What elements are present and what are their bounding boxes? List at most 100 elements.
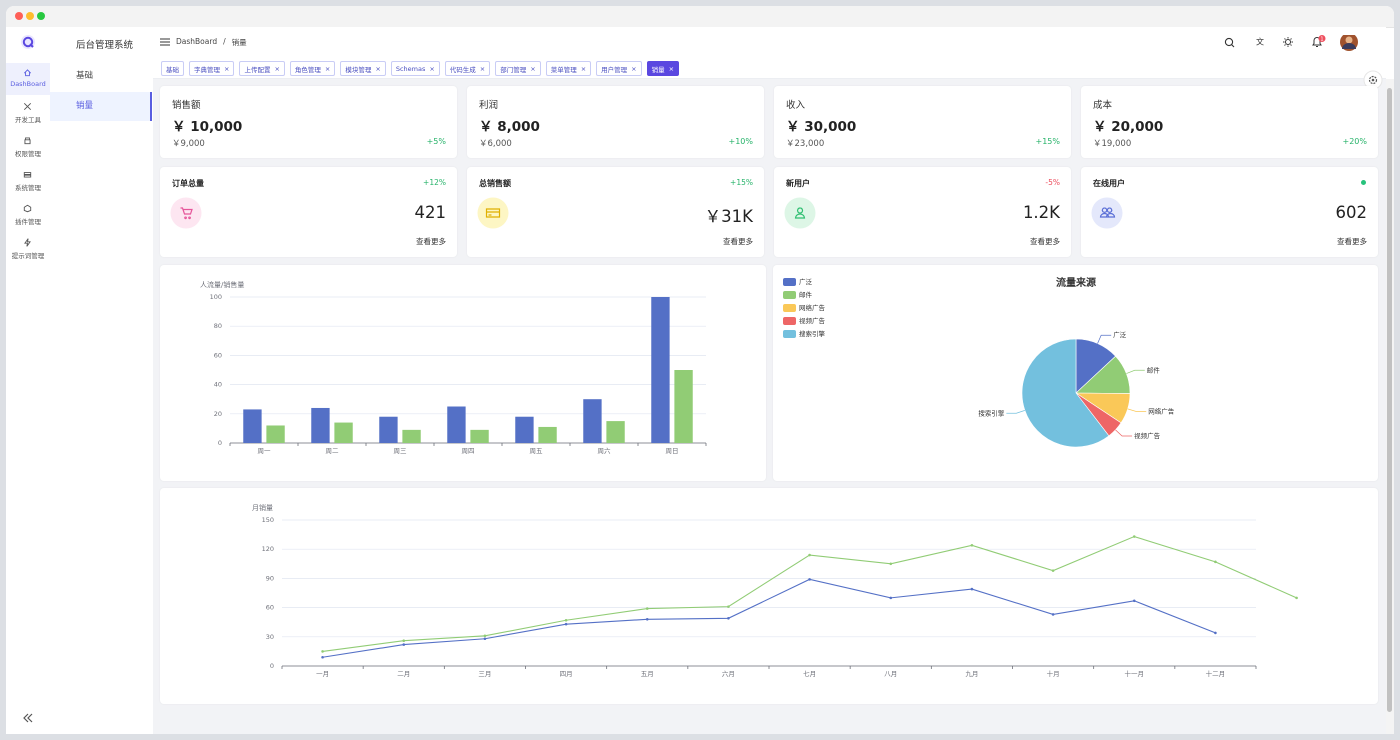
- y-tick-label: 30: [266, 633, 274, 641]
- x-tick-label: 十二月: [1206, 669, 1226, 678]
- avatar[interactable]: [1340, 35, 1358, 51]
- menu-label: DashBoard: [10, 80, 46, 88]
- collapse-button[interactable]: [23, 713, 33, 723]
- theme-icon[interactable]: [1283, 37, 1293, 47]
- menu-item[interactable]: 权限管理: [6, 131, 50, 163]
- translate-icon[interactable]: 文: [1256, 37, 1264, 47]
- card-link[interactable]: 查看更多: [416, 237, 446, 246]
- card-change: +15%: [730, 178, 753, 187]
- x-tick-label: 周四: [462, 447, 475, 455]
- card-link[interactable]: 查看更多: [1337, 237, 1367, 246]
- submenu-title: 后台管理系统: [76, 40, 134, 51]
- tab[interactable]: Schemas ×: [390, 61, 440, 76]
- x-tick-label: 四月: [560, 670, 573, 678]
- menu-item[interactable]: DashBoard: [6, 63, 50, 95]
- menu-icon: [23, 69, 32, 77]
- notification-icon[interactable]: [1312, 37, 1322, 47]
- menu-item[interactable]: 提示词管理: [6, 233, 50, 265]
- menu-item[interactable]: 开发工具: [6, 97, 50, 129]
- label-line: [1127, 408, 1147, 412]
- maximize-button[interactable]: [37, 12, 45, 20]
- card-value: ￥ 20,000: [1093, 119, 1164, 135]
- tab-close[interactable]: ×: [479, 64, 486, 73]
- breadcrumb-item[interactable]: DashBoard: [176, 37, 218, 46]
- menu-icon: [23, 102, 32, 111]
- badge: [1318, 35, 1326, 42]
- card-previous: ￥6,000: [479, 139, 512, 149]
- tab[interactable]: 销量 ×: [646, 61, 680, 76]
- tab[interactable]: 代码生成 ×: [444, 61, 491, 76]
- bar-chart: 人流量/销售量 0 20 40 60 80 100 周一 周二 周三 周四 周五 周六 周日: [160, 265, 766, 481]
- legend-label: 网络广告: [799, 303, 826, 312]
- tab-close[interactable]: ×: [274, 64, 280, 73]
- tab[interactable]: 字典管理 ×: [189, 61, 235, 76]
- submenu-item[interactable]: 基础: [76, 71, 94, 81]
- y-tick-label: 60: [214, 351, 222, 359]
- tab[interactable]: 基础: [161, 61, 184, 76]
- y-axis-label: 月销量: [252, 503, 273, 512]
- legend-swatch: [783, 330, 796, 338]
- x-tick-label: 五月: [641, 670, 654, 678]
- x-tick-label: 八月: [884, 670, 897, 678]
- tab-close[interactable]: ×: [580, 64, 587, 73]
- line-point: [402, 643, 406, 646]
- close-button[interactable]: [15, 12, 23, 20]
- bar: [311, 407, 330, 443]
- menu-label: 权限管理: [15, 150, 41, 158]
- card-icon: [477, 197, 509, 229]
- line-point: [1214, 560, 1217, 564]
- tab-label: 销量: [651, 65, 665, 74]
- stat-card: 成本 ￥ 20,000 ￥19,000 +20%: [1081, 86, 1378, 158]
- tab-close[interactable]: ×: [375, 64, 381, 73]
- x-tick-label: 一月: [316, 670, 329, 678]
- menu-label: 开发工具: [15, 116, 41, 124]
- line-point: [564, 622, 568, 626]
- tab-close[interactable]: ×: [530, 64, 536, 73]
- tab-close[interactable]: ×: [668, 64, 675, 73]
- tab-close[interactable]: ×: [324, 64, 331, 73]
- line-point: [727, 605, 730, 608]
- submenu: 后台管理系统 基础 销量: [50, 27, 154, 734]
- tab[interactable]: 部门管理 ×: [495, 61, 541, 76]
- card-change: +20%: [1342, 137, 1367, 146]
- tab[interactable]: 模块管理 ×: [340, 61, 386, 76]
- tab-label: 代码生成: [449, 65, 476, 74]
- icon-bg: [477, 197, 509, 229]
- slice-label: 广泛: [1113, 330, 1127, 339]
- line-point: [402, 639, 406, 642]
- tab-close[interactable]: ×: [429, 64, 435, 73]
- search-icon[interactable]: [1224, 37, 1235, 48]
- card-link[interactable]: 查看更多: [723, 237, 753, 246]
- menu-item[interactable]: 系统管理: [6, 165, 50, 197]
- line-point: [1132, 535, 1136, 538]
- tab[interactable]: 菜单管理 ×: [545, 61, 592, 76]
- scrollbar-thumb[interactable]: [1387, 88, 1392, 712]
- submenu-item[interactable]: 销量: [50, 92, 152, 121]
- card-previous: ￥23,000: [786, 139, 825, 149]
- tab-close[interactable]: ×: [631, 64, 637, 73]
- line-point: [1132, 599, 1136, 603]
- card-title: 新用户: [786, 179, 810, 188]
- tab-label: 模块管理: [345, 65, 372, 74]
- card-value: ￥ 30,000: [786, 119, 857, 135]
- tab[interactable]: 用户管理 ×: [596, 61, 642, 76]
- x-tick-label: 周日: [666, 447, 679, 455]
- card-link[interactable]: 查看更多: [1030, 237, 1060, 246]
- icon-path: [485, 208, 501, 218]
- tab[interactable]: 角色管理 ×: [289, 61, 336, 76]
- card-change: +5%: [426, 137, 446, 146]
- line-point: [564, 618, 568, 622]
- y-tick-label: 100: [210, 293, 222, 301]
- card-value: 421: [414, 203, 447, 222]
- tab-close[interactable]: ×: [224, 64, 230, 73]
- badge-count: 1: [1320, 36, 1323, 42]
- minimize-button[interactable]: [26, 12, 34, 20]
- line-point: [808, 578, 811, 581]
- menu-item[interactable]: 插件管理: [6, 199, 50, 231]
- line-point: [1051, 613, 1055, 616]
- menu-toggle[interactable]: [160, 38, 170, 46]
- tab-label: 用户管理: [601, 65, 628, 74]
- logo[interactable]: [20, 34, 36, 50]
- tab[interactable]: 上传配置 ×: [239, 61, 285, 76]
- y-tick-label: 40: [214, 381, 222, 389]
